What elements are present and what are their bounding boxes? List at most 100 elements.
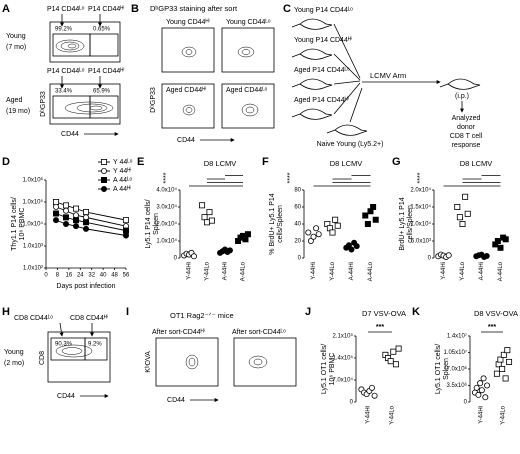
contour xyxy=(181,46,197,58)
contour xyxy=(185,107,193,113)
x-tick-label: A-44Hi xyxy=(223,262,229,280)
flow-plot xyxy=(161,83,215,129)
y-tick-label: 2.0x10⁴ xyxy=(410,187,431,194)
point xyxy=(459,220,466,227)
mouse-icon xyxy=(326,124,368,136)
point xyxy=(395,345,402,352)
point xyxy=(497,356,504,363)
point xyxy=(83,219,90,226)
x-axis-label: CD44 xyxy=(61,131,79,138)
gate xyxy=(52,33,91,57)
gate-label: CD8 CD44ᴸᵒ xyxy=(14,315,53,322)
y-tick-label: 1.0x10² xyxy=(23,266,43,272)
point xyxy=(371,392,378,399)
y-tick-label: 0 xyxy=(174,256,178,262)
y-tick-label: 1.05x10⁷ xyxy=(443,349,467,356)
point xyxy=(53,210,60,217)
legend-marker xyxy=(101,185,108,192)
panel-i: I OT1 Rag2⁻ᐟ⁻ mice After sort-CD44ᴴⁱ Aft… xyxy=(126,306,297,404)
mouse-icon xyxy=(291,108,333,120)
y-axis-label: CD8 xyxy=(39,351,46,365)
point xyxy=(305,229,312,236)
percent: 9.2% xyxy=(88,342,102,348)
flow-plot xyxy=(155,337,219,387)
panel-letter: F xyxy=(262,156,269,168)
point xyxy=(368,384,375,391)
point xyxy=(190,253,197,260)
legend-label: Y 44ᴸᵒ xyxy=(113,159,133,166)
point xyxy=(482,394,489,401)
point xyxy=(483,252,490,259)
point xyxy=(364,220,371,227)
panel-letter: E xyxy=(137,156,144,168)
row-age: (7 mo) xyxy=(6,44,26,51)
contour xyxy=(60,41,80,51)
point xyxy=(315,231,322,238)
y-tick-label: 7.0x10⁶ xyxy=(447,366,468,373)
y-tick-label: 3.0x10⁴ xyxy=(156,204,177,211)
x-tick-label: A-44Lo xyxy=(498,261,504,281)
x-tick-label: Y-44Hi xyxy=(366,406,372,424)
chart-title: D8 LCMV xyxy=(204,159,237,168)
point xyxy=(497,244,504,251)
y-axis-label: cells/Spleen xyxy=(277,205,284,243)
panel-title: OT1 Rag2⁻ᐟ⁻ mice xyxy=(170,311,234,320)
x-tick-label: 0 xyxy=(44,273,48,279)
x-tick-label: 16 xyxy=(66,273,73,279)
legend-marker xyxy=(101,176,108,183)
flow-plot xyxy=(49,21,121,63)
donor-label: Aged P14 CD44ᴴⁱ xyxy=(294,96,349,104)
point xyxy=(362,212,369,219)
contour xyxy=(185,49,193,55)
percent: 0.65% xyxy=(93,27,111,33)
point xyxy=(123,227,130,234)
y-tick-label: 1.0x10⁴ xyxy=(156,238,177,245)
legend-marker xyxy=(101,158,108,165)
point xyxy=(475,391,482,398)
percent: 90.3% xyxy=(55,342,73,348)
significance: **** xyxy=(287,172,294,183)
y-tick-label: 2.1x10⁵ xyxy=(332,333,353,340)
point xyxy=(73,217,80,224)
point xyxy=(203,219,210,226)
y-tick-label: 1.0x10⁵ xyxy=(22,199,43,206)
chart-title: D8 LCMV xyxy=(330,159,363,168)
point xyxy=(370,203,377,210)
recipient-label: Naive Young (Ly5.2+) xyxy=(317,141,384,148)
row-age: (2 mo) xyxy=(4,360,24,367)
chart-title: D8 LCMV xyxy=(460,159,493,168)
y-tick-label: 80 xyxy=(294,188,301,194)
panel-letter: D xyxy=(2,156,10,168)
point xyxy=(502,236,509,243)
point xyxy=(500,351,507,358)
contour xyxy=(237,46,255,58)
point xyxy=(63,207,70,214)
significance: **** xyxy=(163,172,170,183)
panel-letter: A xyxy=(2,3,10,15)
gate-label: CD8 CD44ᴴⁱ xyxy=(70,314,108,322)
y-tick-label: 0 xyxy=(428,256,432,262)
readout: donor xyxy=(457,124,476,131)
donor-label: Young P14 CD44ᴸᵒ xyxy=(294,7,353,14)
point xyxy=(73,212,80,219)
x-tick-label: Y-44Lo xyxy=(205,261,211,280)
contour xyxy=(241,49,251,55)
point xyxy=(484,382,491,389)
point xyxy=(53,198,60,205)
x-tick-label: Y-44Hi xyxy=(479,406,485,424)
row-label: Young xyxy=(4,349,24,356)
y-axis-label: Spleen xyxy=(153,213,160,235)
point xyxy=(208,217,215,224)
y-axis-label: % BrdU+ Ly5.1 P14 xyxy=(269,193,276,255)
contour xyxy=(182,104,196,116)
point xyxy=(242,236,249,243)
plot-label: After sort-CD44ᴸᵒ xyxy=(232,329,286,336)
point xyxy=(206,209,213,216)
mouse-icon xyxy=(291,48,333,60)
point xyxy=(348,246,355,253)
x-axis-label: CD44 xyxy=(177,137,195,144)
x-tick-label: A-44Lo xyxy=(241,261,247,281)
arrow xyxy=(59,322,64,337)
gate-label: P14 CD44ᴸᵒ xyxy=(47,6,85,13)
x-tick-label: 56 xyxy=(123,273,130,279)
